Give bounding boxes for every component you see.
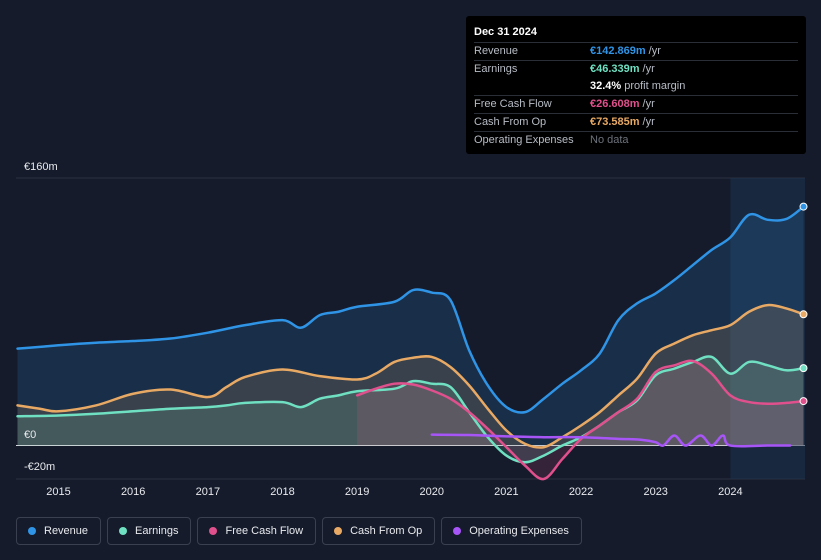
x-tick-label: 2015 [46, 486, 70, 498]
legend-item-operating-expenses[interactable]: Operating Expenses [441, 517, 582, 545]
y-tick-label: €160m [24, 161, 58, 173]
legend-dot-icon [28, 527, 36, 535]
data-tooltip: Dec 31 2024 Revenue €142.869m /yr Earnin… [466, 16, 806, 154]
earnings-area [17, 356, 804, 463]
tooltip-unit: /yr [648, 45, 661, 57]
tooltip-label: Earnings [474, 63, 518, 75]
free-cash-flow-area [357, 360, 804, 480]
legend-item-revenue[interactable]: Revenue [16, 517, 102, 545]
cash-from-op-end-point [799, 310, 808, 319]
legend-label: Revenue [44, 525, 89, 537]
tooltip-value: 32.4% [590, 80, 622, 92]
revenue-end-point [799, 202, 808, 211]
tooltip-row-profit-margin: 32.4% profit margin [474, 78, 798, 95]
cash-from-op-area [17, 305, 804, 448]
y-axis: €160m €0 -€20m [24, 161, 58, 473]
revenue-line [16, 205, 805, 414]
legend-label: Earnings [135, 525, 179, 537]
x-tick-label: 2016 [121, 486, 145, 498]
legend-dot-icon [334, 527, 343, 535]
tooltip-value: €73.585m [590, 116, 640, 128]
x-tick-label: 2024 [718, 486, 742, 498]
y-tick-label: -€20m [24, 461, 55, 473]
x-tick-label: 2018 [270, 486, 294, 498]
revenue-area [17, 206, 804, 446]
tooltip-row-earnings: Earnings €46.339m /yr [474, 60, 798, 78]
tooltip-unit: /yr [642, 63, 655, 75]
legend-item-earnings[interactable]: Earnings [107, 517, 192, 545]
cash-from-op-line [16, 303, 805, 449]
tooltip-label: Operating Expenses [474, 134, 574, 146]
legend-dot-icon [453, 527, 462, 535]
legend-label: Operating Expenses [469, 525, 569, 537]
tooltip-row-free-cash-flow: Free Cash Flow €26.608m /yr [474, 95, 798, 113]
grid-lines [16, 177, 805, 480]
tooltip-label: Cash From Op [474, 116, 547, 128]
tooltip-label: Free Cash Flow [474, 98, 552, 110]
tooltip-value: €142.869m [590, 45, 646, 57]
x-tick-label: 2021 [494, 486, 518, 498]
free-cash-flow-line [355, 359, 805, 481]
tooltip-row-revenue: Revenue €142.869m /yr [474, 42, 798, 60]
x-tick-label: 2023 [643, 486, 667, 498]
earnings-end-point [799, 364, 808, 373]
legend-dot-icon [209, 527, 218, 535]
free-cash-flow-end-point [799, 397, 808, 406]
tooltip-date: Dec 31 2024 [474, 26, 537, 38]
tooltip-label: Revenue [474, 45, 519, 57]
tooltip-value: €26.608m [590, 98, 640, 110]
legend-label: Cash From Op [350, 525, 423, 537]
tooltip-unit: profit margin [624, 80, 686, 92]
tooltip-label [474, 78, 590, 95]
series-end-dots [799, 202, 808, 406]
x-tick-label: 2017 [196, 486, 220, 498]
operating-expenses-line [430, 433, 792, 448]
tooltip-unit: /yr [642, 116, 655, 128]
legend-item-cash-from-op[interactable]: Cash From Op [322, 517, 436, 545]
legend-label: Free Cash Flow [225, 525, 304, 537]
x-tick-label: 2022 [569, 486, 593, 498]
tooltip-row-cash-from-op: Cash From Op €73.585m /yr [474, 113, 798, 131]
x-tick-label: 2020 [420, 486, 444, 498]
legend-item-free-cash-flow[interactable]: Free Cash Flow [197, 517, 317, 545]
series-areas [17, 206, 804, 480]
x-tick-label: 2019 [345, 486, 369, 498]
tooltip-unit: /yr [642, 98, 655, 110]
y-tick-label: €0 [24, 429, 36, 441]
legend-dot-icon [119, 527, 128, 535]
tooltip-value: €46.339m [590, 63, 640, 75]
series-lines [16, 205, 805, 481]
x-axis: 2015 2016 2017 2018 2019 2020 2021 2022 2023 2024 [46, 486, 742, 498]
tooltip-value: No data [590, 134, 629, 146]
forecast-highlight-region [730, 178, 805, 479]
chart-legend: Revenue Earnings Free Cash Flow Cash Fro… [16, 517, 582, 545]
tooltip-row-operating-expenses: Operating Expenses No data [474, 131, 798, 149]
